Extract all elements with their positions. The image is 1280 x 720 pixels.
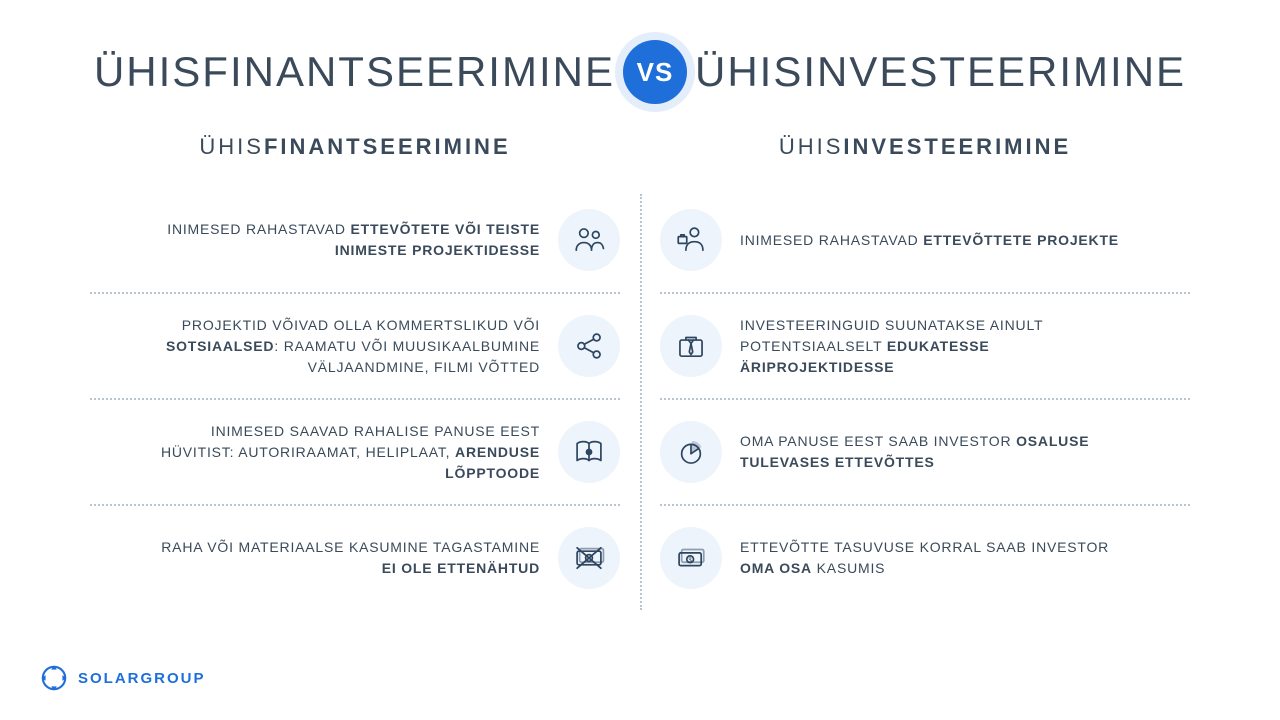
row-text: INIMESED SAAVAD RAHALISE PANUSE EEST HÜV…	[150, 421, 540, 484]
pie-icon	[660, 421, 722, 483]
business-person-icon	[660, 209, 722, 271]
vs-badge: VS	[623, 40, 687, 104]
right-column: ÜHISINVESTEERIMINE INIMESED RAHASTAVAD E…	[640, 134, 1190, 610]
left-column: ÜHISFINANTSEERIMINE INIMESED RAHASTAVAD …	[90, 134, 640, 610]
money-crossed-icon	[558, 527, 620, 589]
row-text: RAHA VÕI MATERIAALSE KASUMINE TAGASTAMIN…	[150, 537, 540, 579]
row-text: ETTEVÕTTE TASUVUSE KORRAL SAAB INVESTOR …	[740, 537, 1130, 579]
row-text: INVESTEERINGUID SUUNATAKSE AINULT POTENT…	[740, 315, 1130, 378]
left-title-light: ÜHIS	[199, 134, 264, 159]
right-column-title: ÜHISINVESTEERIMINE	[660, 134, 1190, 160]
row-text: PROJEKTID VÕIVAD OLLA KOMMERTSLIKUD VÕI …	[150, 315, 540, 378]
left-column-title: ÜHISFINANTSEERIMINE	[90, 134, 620, 160]
row-text: OMA PANUSE EEST SAAB INVESTOR OSALUSE TU…	[740, 431, 1130, 473]
row-text: INIMESED RAHASTAVAD ETTEVÕTETE VÕI TEIST…	[150, 219, 540, 261]
share-icon	[558, 315, 620, 377]
briefcase-tie-icon	[660, 315, 722, 377]
vertical-divider	[640, 194, 642, 610]
title-right: ÜHISINVESTEERIMINE	[695, 48, 1186, 96]
main-title-row: ÜHISFINANTSEERIMINE VS ÜHISINVESTEERIMIN…	[0, 0, 1280, 104]
comparison-row: PROJEKTID VÕIVAD OLLA KOMMERTSLIKUD VÕI …	[90, 294, 620, 398]
row-text: INIMESED RAHASTAVAD ETTEVÕTTETE PROJEKTE	[740, 230, 1119, 251]
comparison-row: INIMESED RAHASTAVAD ETTEVÕTETE VÕI TEIST…	[90, 188, 620, 292]
right-title-bold: INVESTEERIMINE	[843, 134, 1071, 159]
logo-icon	[40, 664, 68, 692]
right-title-light: ÜHIS	[779, 134, 844, 159]
comparison-row: OMA PANUSE EEST SAAB INVESTOR OSALUSE TU…	[660, 400, 1190, 504]
comparison-row: RAHA VÕI MATERIAALSE KASUMINE TAGASTAMIN…	[90, 506, 620, 610]
comparison-row: INIMESED SAAVAD RAHALISE PANUSE EEST HÜV…	[90, 400, 620, 504]
logo-text: SOLARGROUP	[78, 670, 206, 687]
people-icon	[558, 209, 620, 271]
comparison-row: $ ETTEVÕTTE TASUVUSE KORRAL SAAB INVESTOR…	[660, 506, 1190, 610]
money-icon: $	[660, 527, 722, 589]
comparison-columns: ÜHISFINANTSEERIMINE INIMESED RAHASTAVAD …	[0, 134, 1280, 610]
book-icon	[558, 421, 620, 483]
left-title-bold: FINANTSEERIMINE	[264, 134, 511, 159]
comparison-row: INIMESED RAHASTAVAD ETTEVÕTTETE PROJEKTE	[660, 188, 1190, 292]
comparison-row: INVESTEERINGUID SUUNATAKSE AINULT POTENT…	[660, 294, 1190, 398]
title-left: ÜHISFINANTSEERIMINE	[94, 48, 615, 96]
brand-logo: SOLARGROUP	[40, 664, 206, 692]
